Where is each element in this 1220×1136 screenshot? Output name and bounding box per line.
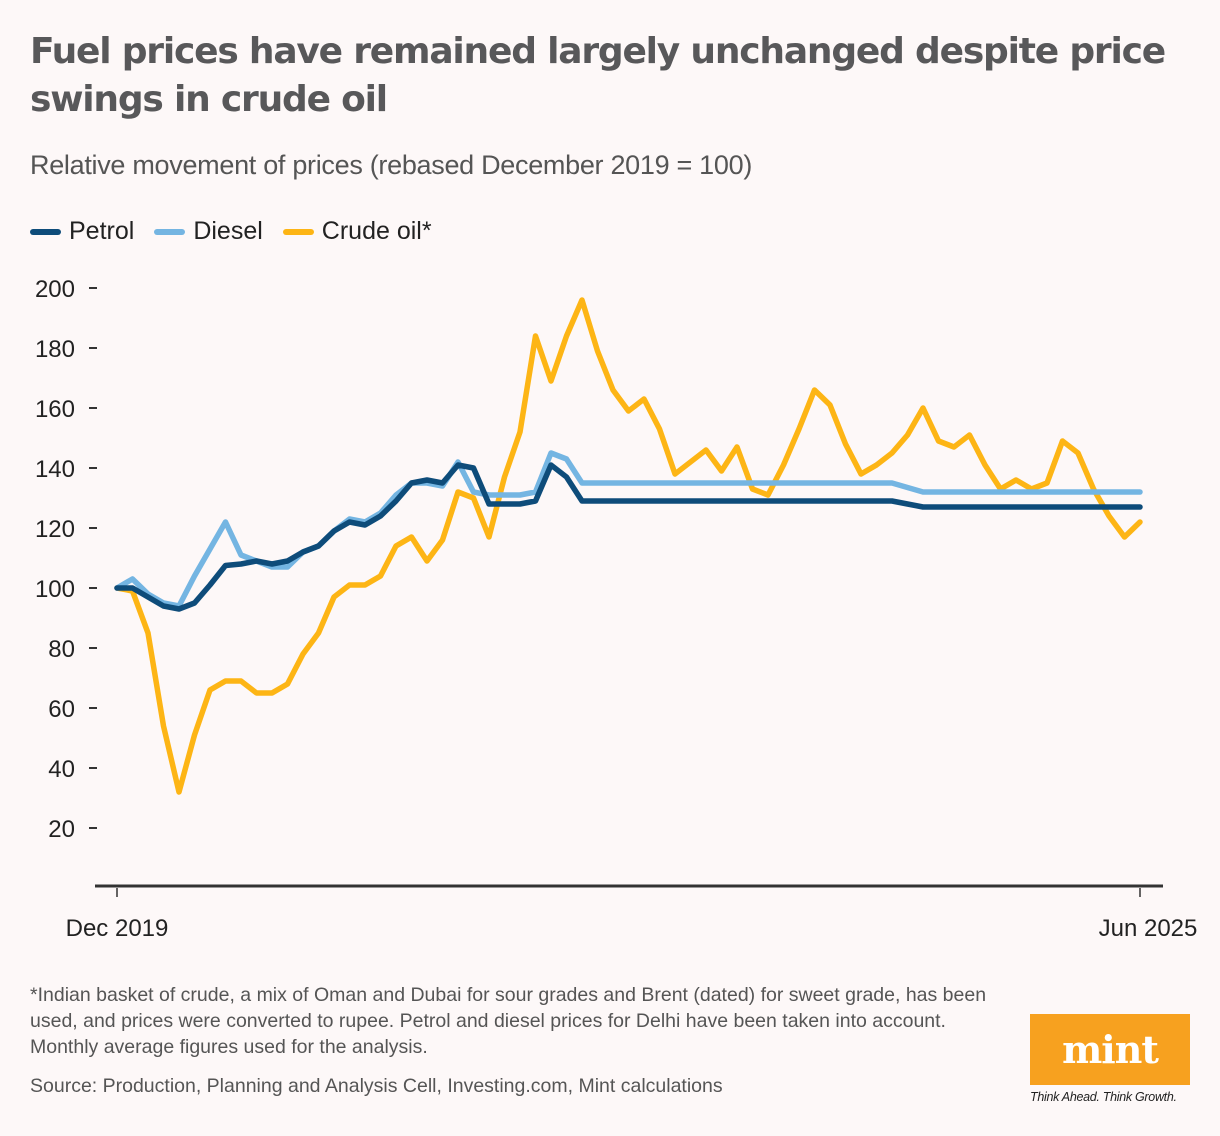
legend-swatch-crude xyxy=(282,228,314,235)
logo-tagline: Think Ahead. Think Growth. xyxy=(1030,1090,1177,1104)
y-tick-label: 40 xyxy=(48,756,75,783)
source-note: Source: Production, Planning and Analysi… xyxy=(30,1075,723,1097)
legend-label-crude: Crude oil* xyxy=(321,217,432,245)
chart-title: Fuel prices have remained largely unchan… xyxy=(30,31,1166,120)
legend: Petrol Diesel Crude oil* xyxy=(30,217,452,246)
y-tick-label: 60 xyxy=(48,696,75,723)
y-axis: 20 40 60 80 100 120 140 160 180 200 xyxy=(35,276,97,843)
legend-item-diesel: Diesel xyxy=(154,217,263,246)
legend-label-diesel: Diesel xyxy=(193,217,263,245)
x-tick-label: Jun 2025 xyxy=(1099,915,1198,942)
legend-label-petrol: Petrol xyxy=(69,217,135,245)
y-tick-label: 80 xyxy=(48,636,75,663)
series-group xyxy=(114,297,1143,795)
legend-swatch-diesel xyxy=(154,228,186,235)
y-tick-label: 100 xyxy=(35,576,75,603)
line-chart: 20 40 60 80 100 120 140 160 180 200 Dec 2019 Jun 2… xyxy=(35,276,1198,942)
y-tick-label: 140 xyxy=(35,456,75,483)
series-line-crude-oil xyxy=(114,297,1143,795)
footnote: *Indian basket of crude, a mix of Oman a… xyxy=(30,984,987,1058)
legend-item-petrol: Petrol xyxy=(30,217,134,246)
series-line-diesel xyxy=(114,450,1143,609)
y-tick-label: 200 xyxy=(35,276,75,303)
chart-subtitle: Relative movement of prices (rebased Dec… xyxy=(30,150,753,180)
mint-logo: mint xyxy=(1030,1014,1190,1085)
y-tick-label: 180 xyxy=(35,336,75,363)
legend-swatch-petrol xyxy=(30,228,61,235)
y-tick-label: 20 xyxy=(48,816,75,843)
series-line-petrol xyxy=(114,462,1143,612)
legend-item-crude: Crude oil* xyxy=(282,217,432,246)
y-tick-label: 160 xyxy=(35,396,75,423)
x-tick-label: Dec 2019 xyxy=(66,915,169,942)
y-tick-label: 120 xyxy=(35,516,75,543)
x-axis: Dec 2019 Jun 2025 xyxy=(66,884,1198,942)
